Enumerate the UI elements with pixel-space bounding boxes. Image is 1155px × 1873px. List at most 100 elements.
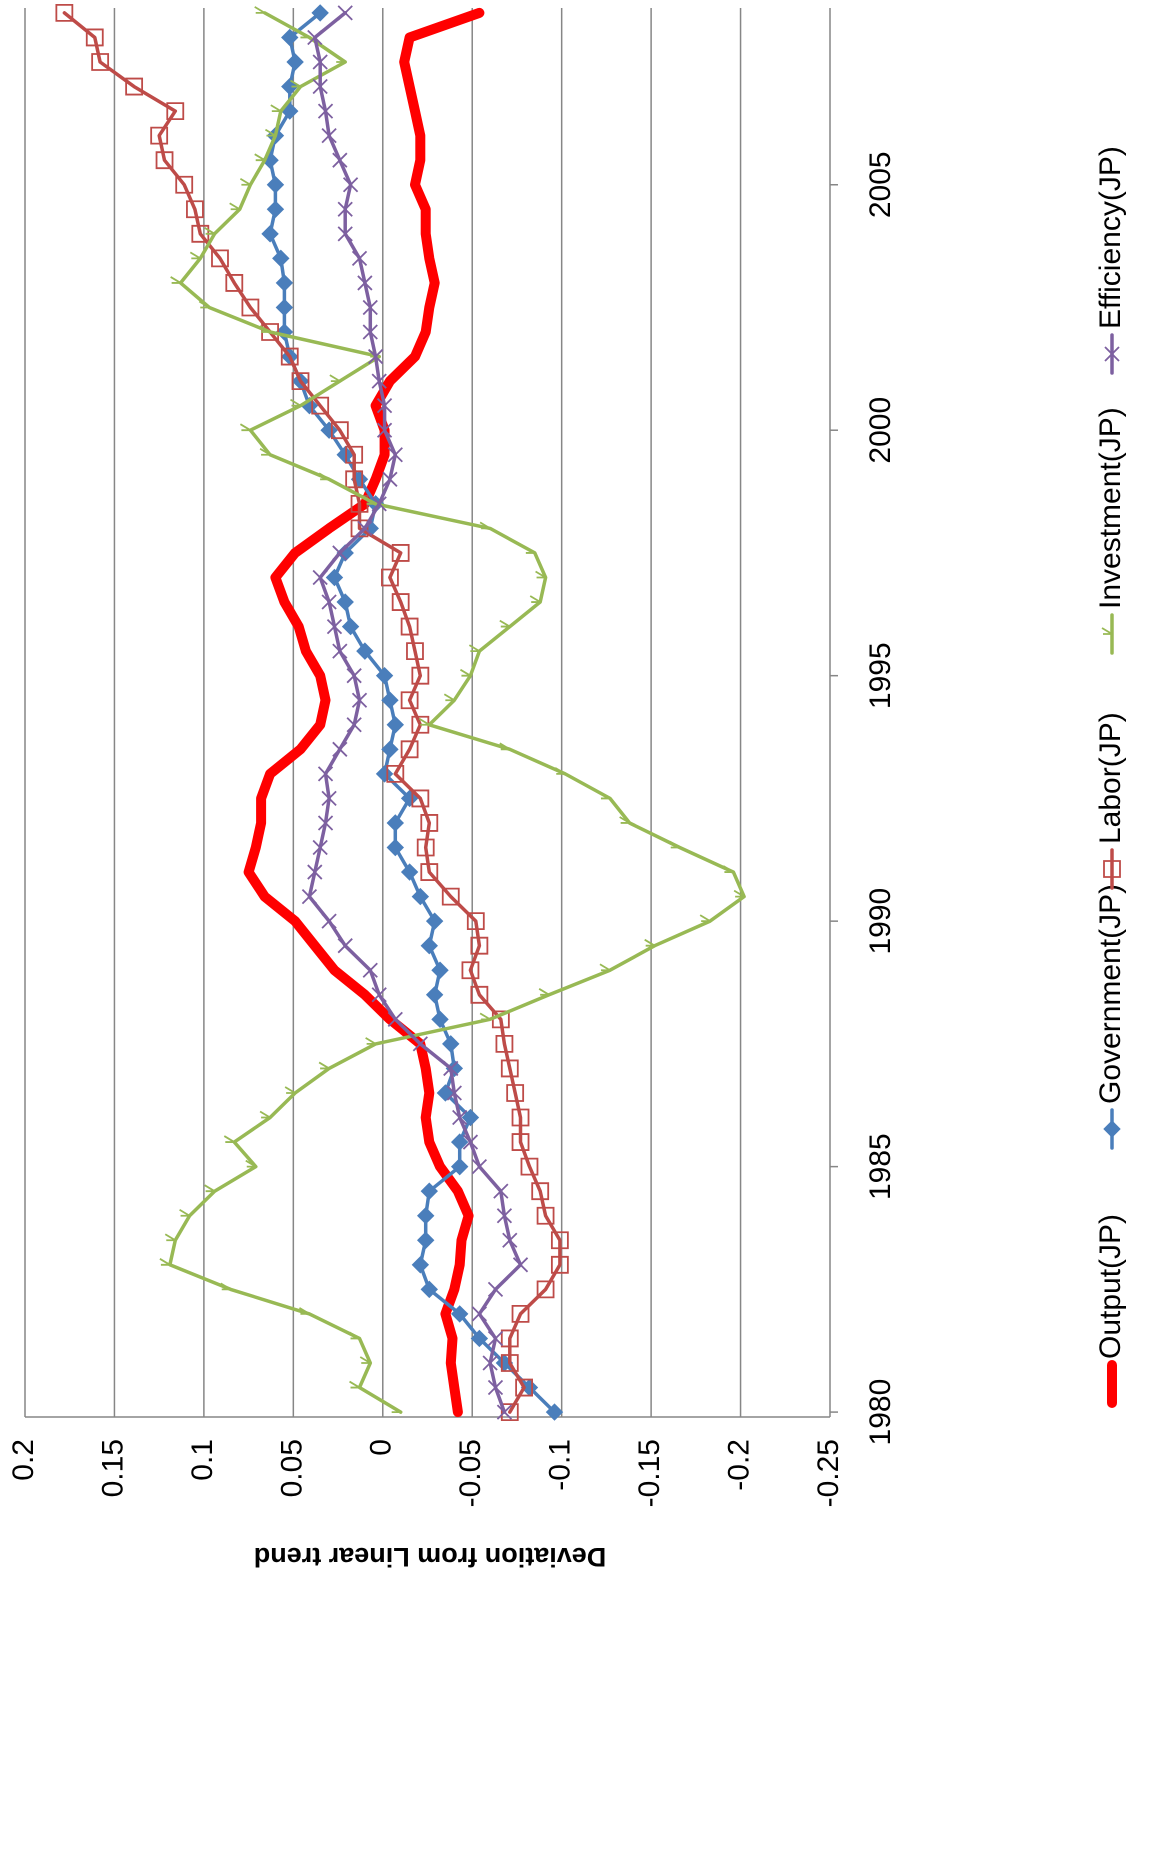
data-point <box>259 325 271 333</box>
data-point <box>166 102 185 120</box>
data-point <box>241 298 260 317</box>
data-point <box>644 938 656 947</box>
data-point <box>350 494 369 513</box>
data-point <box>332 741 348 757</box>
data-point <box>204 1184 216 1193</box>
data-point <box>359 1356 371 1364</box>
data-point <box>387 447 403 463</box>
series-line <box>307 11 523 1414</box>
data-point <box>336 593 354 611</box>
data-point <box>461 961 480 980</box>
data-point <box>254 6 266 14</box>
data-point <box>538 988 550 996</box>
data-point <box>381 691 399 709</box>
data-point <box>311 396 330 415</box>
data-point <box>286 53 304 71</box>
data-point <box>264 128 276 137</box>
data-point <box>417 1207 435 1225</box>
data-point <box>511 1133 530 1151</box>
data-point <box>619 816 631 824</box>
data-point <box>189 251 201 260</box>
data-point <box>418 717 430 726</box>
data-point <box>479 1012 491 1021</box>
data-point <box>431 961 449 979</box>
data-point <box>382 471 398 487</box>
data-point <box>400 740 419 759</box>
data-point <box>312 54 328 70</box>
data-point <box>520 1157 539 1176</box>
data-point <box>225 274 244 292</box>
data-point <box>312 78 328 95</box>
data-point <box>669 840 681 849</box>
data-point <box>317 766 334 782</box>
data-point <box>400 789 419 808</box>
data-point <box>599 963 611 972</box>
data-point <box>317 103 334 119</box>
data-point <box>284 1086 296 1094</box>
data-point <box>425 986 444 1004</box>
y-tick-label: -0.2 <box>722 1439 755 1491</box>
data-point <box>334 55 346 63</box>
data-point <box>391 593 410 611</box>
data-point <box>371 496 387 512</box>
data-point <box>493 1183 509 1199</box>
data-point <box>337 201 353 217</box>
series-line <box>62 11 562 1414</box>
data-point <box>524 546 536 554</box>
data-point <box>487 1330 504 1347</box>
data-point <box>446 1085 462 1101</box>
data-point <box>536 1206 555 1225</box>
data-point <box>332 152 348 168</box>
legend-marker <box>1103 860 1121 878</box>
data-point <box>468 644 480 653</box>
data-point <box>443 1060 459 1077</box>
legend-label: Investment(JP) <box>1094 407 1127 609</box>
series-line <box>268 11 557 1414</box>
data-point <box>291 372 310 391</box>
data-point <box>298 30 310 39</box>
data-point <box>450 1133 469 1151</box>
data-point <box>357 275 373 291</box>
data-point <box>239 423 251 432</box>
data-point <box>342 177 359 193</box>
data-point <box>261 225 279 243</box>
data-point <box>346 668 362 684</box>
data-point <box>535 570 547 579</box>
data-point <box>470 1329 489 1348</box>
data-point <box>531 1182 550 1201</box>
data-point <box>450 1157 469 1176</box>
data-point <box>311 4 329 22</box>
data-point <box>554 767 566 775</box>
data-point <box>125 77 144 96</box>
data-point <box>290 79 301 88</box>
data-point <box>321 913 337 929</box>
data-point <box>179 1208 191 1217</box>
data-point <box>461 1108 480 1127</box>
data-point <box>545 1403 564 1421</box>
data-point <box>307 29 323 46</box>
data-point <box>420 1280 438 1299</box>
data-point <box>450 1305 469 1323</box>
data-point <box>301 888 318 905</box>
data-point <box>520 1378 539 1397</box>
data-point <box>351 250 368 267</box>
data-point <box>254 153 266 162</box>
data-point <box>699 914 711 923</box>
data-point <box>442 1035 460 1053</box>
data-point <box>487 1379 504 1396</box>
data-point <box>259 1110 271 1119</box>
data-point <box>496 1208 513 1224</box>
data-point <box>499 742 511 751</box>
data-point <box>332 643 348 659</box>
legend-label: Efficiency(JP) <box>1094 146 1127 329</box>
data-point <box>320 421 338 439</box>
y-tick-label: 0.2 <box>7 1439 40 1481</box>
data-point <box>499 619 511 628</box>
x-tick-label: 1980 <box>864 1379 897 1446</box>
data-point <box>245 1159 257 1168</box>
data-point <box>470 985 489 1004</box>
data-point <box>487 1281 504 1297</box>
data-point <box>550 1231 569 1250</box>
